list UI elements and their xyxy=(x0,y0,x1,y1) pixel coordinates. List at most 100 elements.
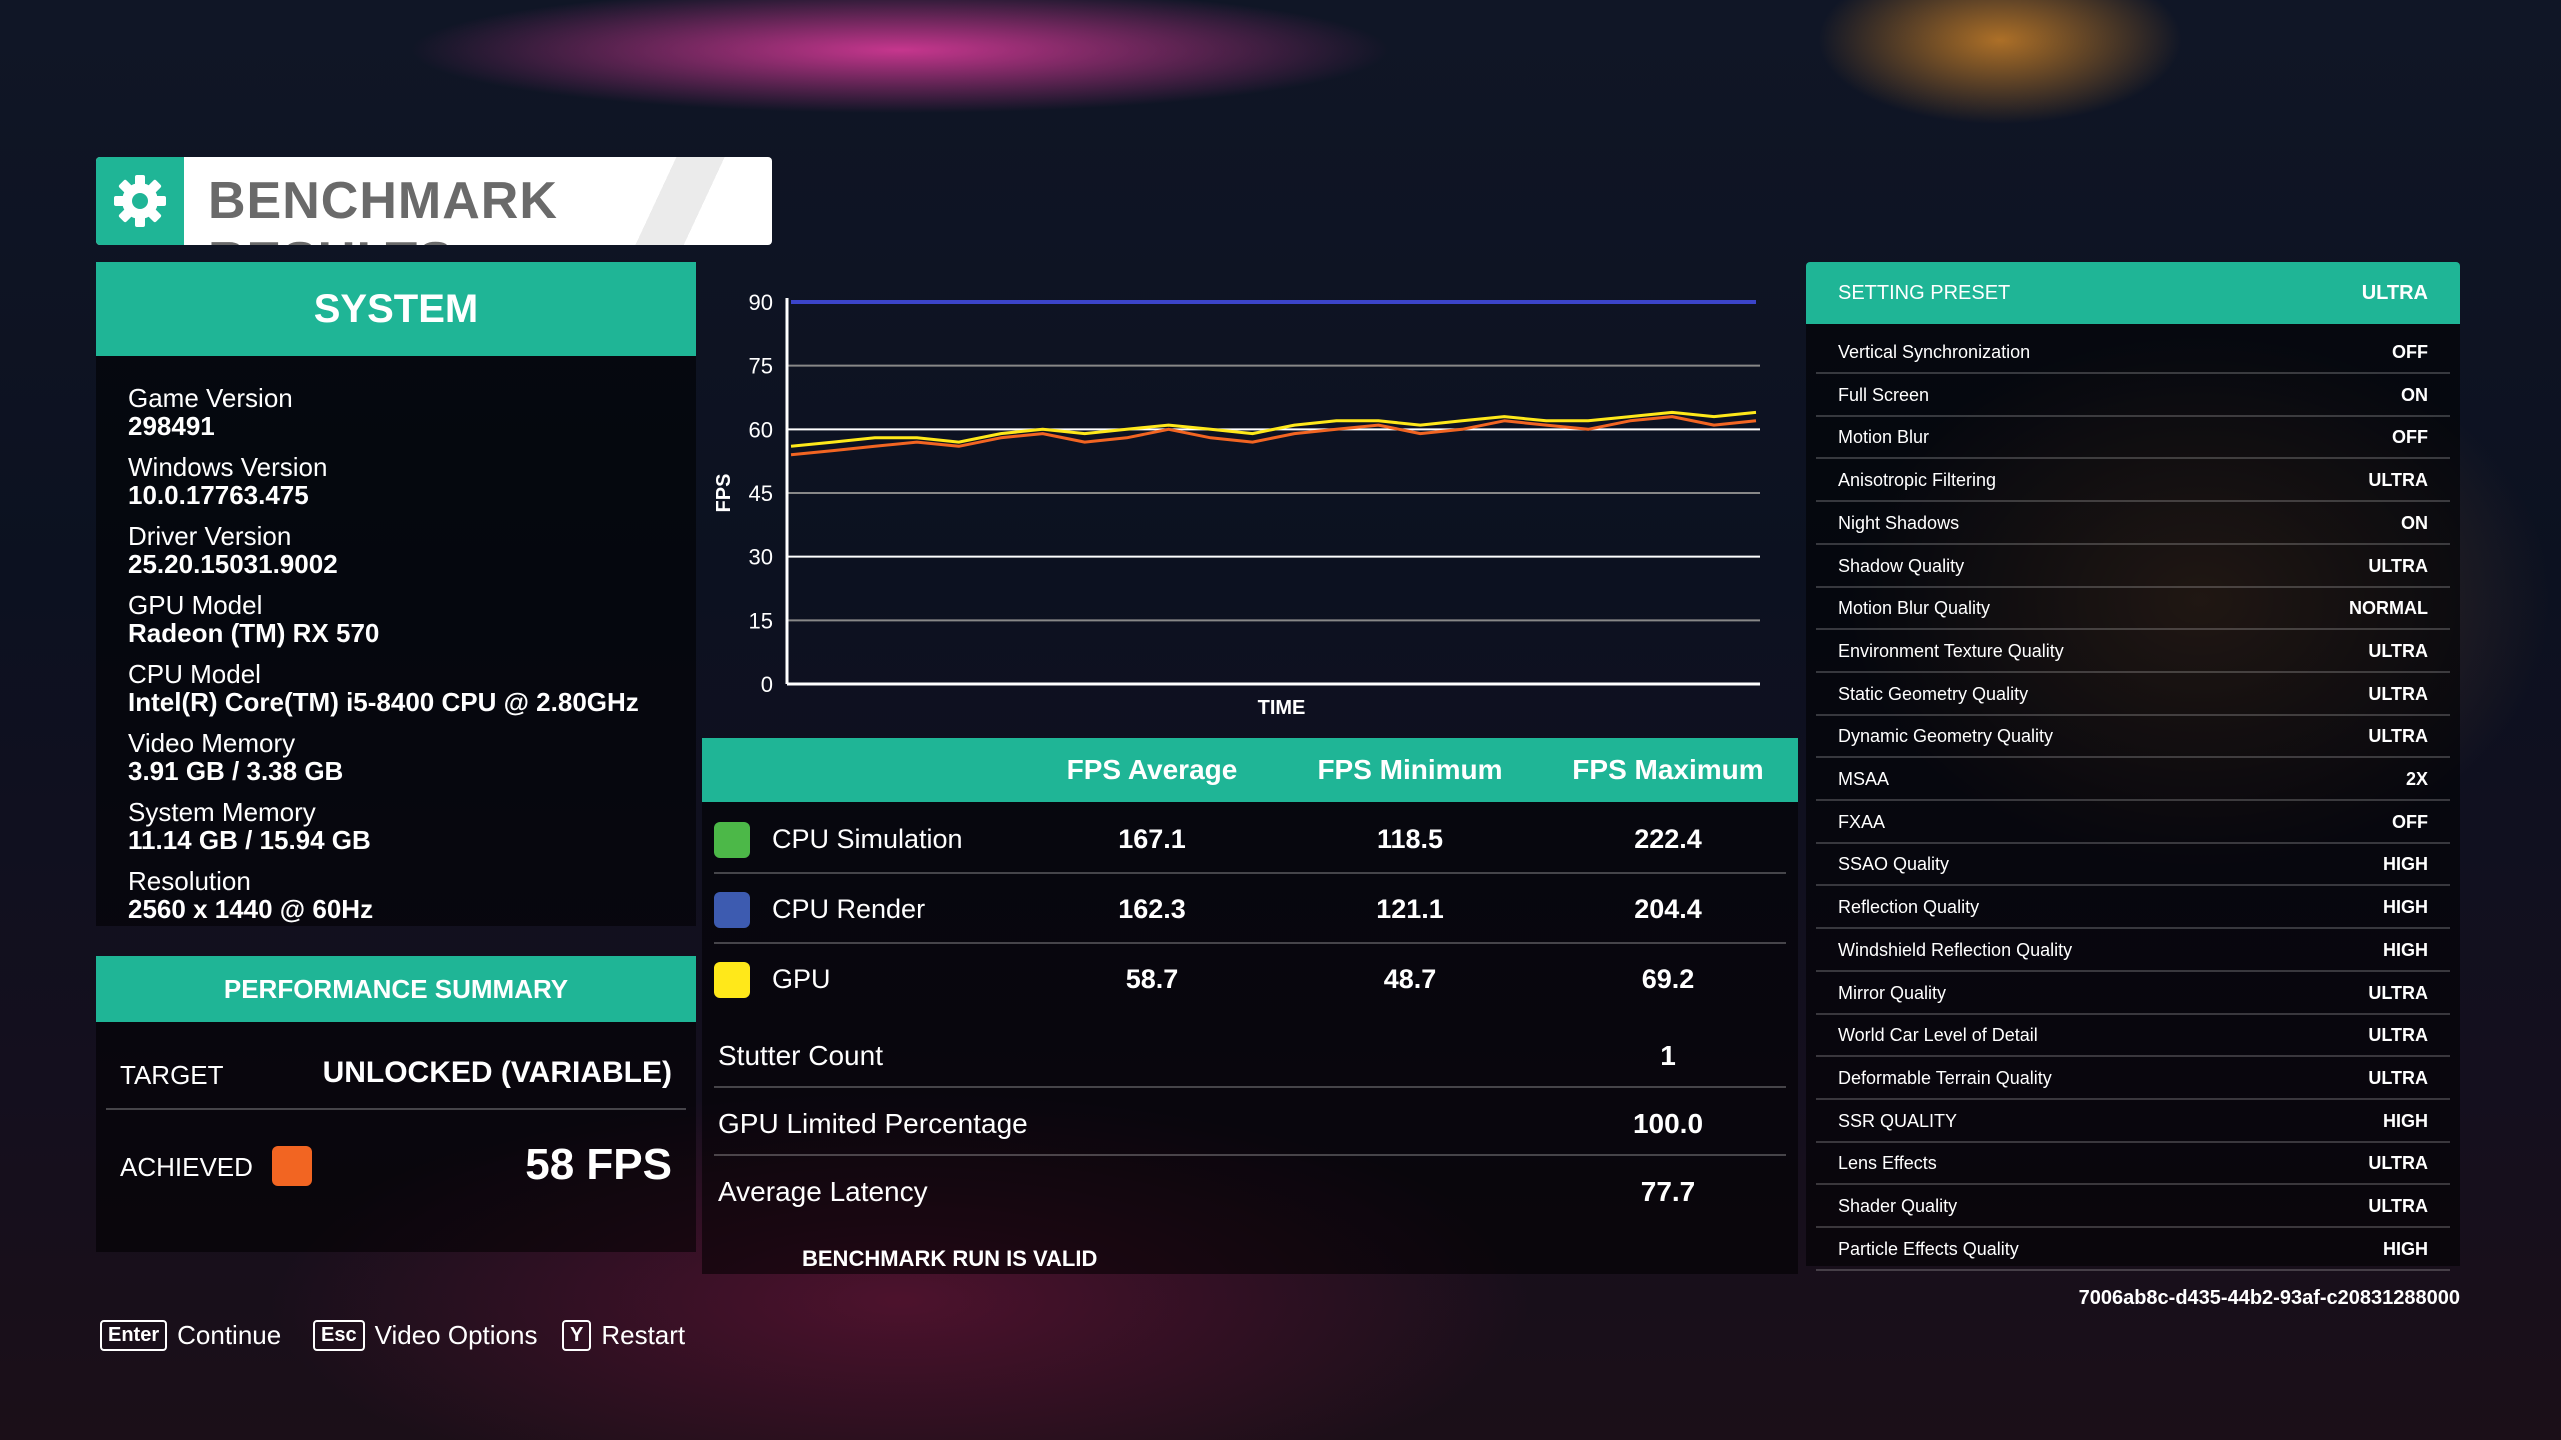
continue-button[interactable]: Enter Continue xyxy=(100,1320,281,1351)
series-line xyxy=(790,415,1757,457)
setting-row: Particle Effects Quality HIGH xyxy=(1816,1227,2450,1271)
setting-label: SSR QUALITY xyxy=(1838,1110,1958,1131)
average-latency-row: Average Latency 77.7 xyxy=(718,1176,1696,1207)
system-item: GPU Model Radeon (TM) RX 570 xyxy=(128,590,380,648)
y-tick-label: 0 xyxy=(761,672,773,697)
benchmark-valid-text: BENCHMARK RUN IS VALID xyxy=(802,1246,1098,1271)
setting-value: ON xyxy=(2401,512,2428,533)
achieved-color-swatch xyxy=(272,1146,312,1186)
fps-chart: 0 15 30 45 60 75 90 TIME FPS xyxy=(700,262,1798,732)
system-info-panel: Game Version 298491 Windows Version 10.0.1… xyxy=(96,356,696,926)
fps-chart-svg: 0 15 30 45 60 75 90 TIME FPS xyxy=(713,290,1760,719)
setting-value: HIGH xyxy=(2383,854,2428,875)
setting-value: HIGH xyxy=(2383,1238,2428,1259)
benchmark-id: 7006ab8c-d435-44b2-93af-c20831288000 xyxy=(2078,1287,2460,1309)
setting-value: ULTRA xyxy=(2368,1153,2428,1174)
system-item: Resolution 2560 x 1440 @ 60Hz xyxy=(128,866,374,924)
setting-label: Environment Texture Quality xyxy=(1838,640,2064,661)
performance-summary-heading: PERFORMANCE SUMMARY xyxy=(96,956,696,1022)
setting-preset-label: SETTING PRESET xyxy=(1838,282,2011,304)
setting-preset-value: ULTRA xyxy=(2361,282,2428,304)
setting-value: ULTRA xyxy=(2368,555,2428,576)
setting-row: Windshield Reflection Quality HIGH xyxy=(1816,928,2450,972)
setting-value: NORMAL xyxy=(2349,598,2428,619)
setting-label: Vertical Synchronization xyxy=(1838,342,2031,362)
setting-label: Windshield Reflection Quality xyxy=(1838,939,2073,960)
table-header: FPS Average FPS Minimum FPS Maximum xyxy=(702,738,1798,802)
setting-row: Vertical Synchronization OFF xyxy=(1816,330,2450,374)
system-item: Video Memory 3.91 GB / 3.38 GB xyxy=(128,728,344,786)
fps-results-table: FPS Average FPS Minimum FPS Maximum CPU … xyxy=(702,738,1798,1274)
setting-label: Shader Quality xyxy=(1838,1196,1958,1216)
setting-row: Anisotropic Filtering ULTRA xyxy=(1816,458,2450,503)
column-header-fps-average: FPS Average xyxy=(1066,754,1238,785)
setting-label: Deformable Terrain Quality xyxy=(1838,1067,2052,1088)
setting-label: Motion Blur Quality xyxy=(1838,598,1991,619)
y-axis-label: FPS xyxy=(713,474,735,513)
setting-value: ULTRA xyxy=(2368,683,2428,704)
gear-icon xyxy=(96,157,184,245)
y-tick-label: 15 xyxy=(749,608,773,633)
setting-value: ULTRA xyxy=(2368,982,2428,1003)
target-value: UNLOCKED (VARIABLE) xyxy=(322,1056,672,1089)
series-line xyxy=(790,410,1757,448)
setting-row: Shadow Quality ULTRA xyxy=(1816,544,2450,588)
setting-value: ULTRA xyxy=(2368,726,2428,747)
achieved-row: ACHIEVED 58 FPS xyxy=(106,1130,686,1200)
target-label: TARGET xyxy=(120,1060,224,1090)
setting-label: World Car Level of Detail xyxy=(1838,1025,2038,1046)
setting-row: MSAA 2X xyxy=(1816,757,2450,801)
table-row: CPU Render 162.3 121.1 204.4 xyxy=(702,874,1798,942)
settings-list: Vertical Synchronization OFF Full Screen ON… xyxy=(1806,324,2460,1271)
setting-row: Static Geometry Quality ULTRA xyxy=(1816,672,2450,716)
setting-label: SSAO Quality xyxy=(1838,854,1950,875)
table-row: GPU 58.7 48.7 69.2 xyxy=(702,944,1798,1012)
setting-value: HIGH xyxy=(2383,1110,2428,1131)
setting-label: Static Geometry Quality xyxy=(1838,683,2029,704)
performance-summary-panel: TARGET UNLOCKED (VARIABLE) ACHIEVED 58 F… xyxy=(96,1022,696,1252)
setting-row: Night Shadows ON xyxy=(1816,501,2450,545)
setting-label: FXAA xyxy=(1838,811,1886,832)
color-swatch xyxy=(714,962,750,998)
system-item: CPU Model Intel(R) Core(TM) i5-8400 CPU @… xyxy=(128,659,639,717)
setting-row: Lens Effects ULTRA xyxy=(1816,1141,2450,1186)
y-tick-label: 60 xyxy=(749,417,773,442)
setting-value: HIGH xyxy=(2383,897,2428,918)
stutter-count-row: Stutter Count 1 xyxy=(718,1040,1676,1071)
achieved-label: ACHIEVED xyxy=(120,1152,253,1182)
setting-label: Motion Blur xyxy=(1838,427,1930,448)
setting-value: HIGH xyxy=(2383,939,2428,960)
setting-value: ULTRA xyxy=(2368,470,2428,491)
setting-row: SSR QUALITY HIGH xyxy=(1816,1099,2450,1143)
setting-value: 2X xyxy=(2405,769,2428,789)
target-row: TARGET UNLOCKED (VARIABLE) xyxy=(106,1038,686,1110)
y-key-icon: Y xyxy=(562,1320,592,1351)
color-swatch xyxy=(714,892,750,928)
column-header-fps-minimum: FPS Minimum xyxy=(1317,754,1503,785)
setting-row: Motion Blur Quality NORMAL xyxy=(1816,586,2450,631)
y-tick-label: 90 xyxy=(749,290,773,315)
setting-row: Environment Texture Quality ULTRA xyxy=(1816,629,2450,673)
setting-label: Full Screen xyxy=(1838,384,1930,405)
setting-value: OFF xyxy=(2392,427,2428,448)
setting-value: ULTRA xyxy=(2368,1196,2428,1216)
restart-button[interactable]: Y Restart xyxy=(562,1320,685,1351)
setting-row: Full Screen ON xyxy=(1816,373,2450,417)
setting-value: ULTRA xyxy=(2368,1025,2428,1046)
setting-value: OFF xyxy=(2392,811,2428,832)
system-item: System Memory 11.14 GB / 15.94 GB xyxy=(128,797,371,855)
video-options-button[interactable]: Esc Video Options xyxy=(313,1320,537,1351)
setting-row: FXAA OFF xyxy=(1816,800,2450,844)
x-axis-label: TIME xyxy=(1258,697,1306,719)
setting-label: Reflection Quality xyxy=(1838,897,1980,918)
column-header-fps-maximum: FPS Maximum xyxy=(1572,754,1764,785)
y-tick-label: 30 xyxy=(749,545,773,570)
setting-value: ULTRA xyxy=(2368,640,2428,661)
setting-label: Night Shadows xyxy=(1838,512,1960,533)
page-title: BENCHMARK RESULTS xyxy=(208,172,558,245)
benchmark-results-header: BENCHMARK RESULTS xyxy=(96,157,772,245)
system-heading: SYSTEM xyxy=(96,262,696,356)
esc-key-icon: Esc xyxy=(313,1320,365,1351)
system-item: Game Version 298491 xyxy=(128,383,293,441)
table-row: CPU Simulation 167.1 118.5 222.4 xyxy=(702,804,1798,872)
